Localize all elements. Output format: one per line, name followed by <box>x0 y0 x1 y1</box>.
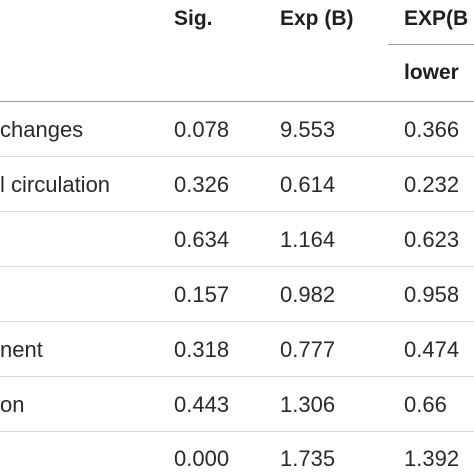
row-label: changes <box>0 117 84 142</box>
row-divider <box>0 211 474 212</box>
row-sig: 0.634 <box>174 227 230 252</box>
row-ci-lower: 0.66 <box>404 392 447 417</box>
row-sig: 0.326 <box>174 172 230 197</box>
row-sig: 0.157 <box>174 282 230 307</box>
row-label: on <box>0 392 25 417</box>
header-ci-lower: lower <box>404 61 459 84</box>
row-exp-b: 0.614 <box>280 172 336 197</box>
row-sig: 0.000 <box>174 446 230 471</box>
row-sig: 0.443 <box>174 392 230 417</box>
row-sig: 0.078 <box>174 117 230 142</box>
row-divider <box>0 266 474 267</box>
row-sig: 0.318 <box>174 337 230 362</box>
header-exp-b-ci: EXP(B <box>404 7 469 30</box>
row-exp-b: 9.553 <box>280 117 336 142</box>
row-divider <box>0 156 474 157</box>
row-exp-b: 0.777 <box>280 337 336 362</box>
header-sig: Sig. <box>174 7 213 30</box>
row-divider <box>0 431 474 432</box>
row-ci-lower: 0.366 <box>404 117 460 142</box>
row-exp-b: 1.164 <box>280 227 336 252</box>
row-label: nent <box>0 337 43 362</box>
row-divider <box>0 376 474 377</box>
ci-group-rule <box>388 44 474 45</box>
row-exp-b: 1.306 <box>280 392 336 417</box>
row-divider <box>0 321 474 322</box>
row-ci-lower: 0.232 <box>404 172 460 197</box>
row-ci-lower: 0.958 <box>404 282 460 307</box>
row-exp-b: 1.735 <box>280 446 336 471</box>
header-rule <box>0 101 474 102</box>
row-label: l circulation <box>0 172 111 197</box>
row-ci-lower: 0.474 <box>404 337 460 362</box>
row-ci-lower: 0.623 <box>404 227 460 252</box>
row-exp-b: 0.982 <box>280 282 336 307</box>
row-ci-lower: 1.392 <box>404 446 460 471</box>
header-exp-b: Exp (B) <box>280 7 354 30</box>
